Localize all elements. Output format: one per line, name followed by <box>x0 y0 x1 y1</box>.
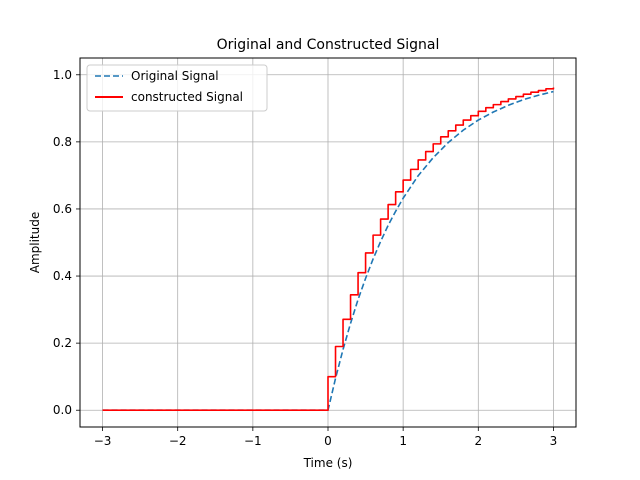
legend-text-original-signal: Original Signal <box>131 69 219 83</box>
y-tick-label: 0.2 <box>53 336 72 350</box>
x-tick-label: 1 <box>399 434 407 448</box>
chart-title: Original and Constructed Signal <box>217 37 440 53</box>
x-axis: −3 −2 −1 0 1 2 3 <box>94 427 558 448</box>
legend: Original Signal constructed Signal <box>86 64 268 112</box>
x-tick-label: 3 <box>550 434 558 448</box>
x-tick-label: 0 <box>324 434 332 448</box>
y-axis-label: Amplitude <box>28 212 42 274</box>
y-tick-label: 0.0 <box>53 403 72 417</box>
y-tick-label: 1.0 <box>53 68 72 82</box>
y-tick-label: 0.4 <box>53 269 72 283</box>
x-axis-label: Time (s) <box>303 456 353 470</box>
series-layer <box>102 87 555 412</box>
x-tick-label: −3 <box>94 434 112 448</box>
legend-text-constructed-signal: constructed Signal <box>131 90 243 104</box>
y-axis: 0.0 0.2 0.4 0.6 0.8 1.0 <box>53 68 80 417</box>
x-tick-label: −1 <box>244 434 262 448</box>
y-tick-label: 0.8 <box>53 135 72 149</box>
series-line-constructed-signal <box>102 87 555 412</box>
legend-box <box>86 64 268 112</box>
y-tick-label: 0.6 <box>53 202 72 216</box>
x-tick-label: −2 <box>169 434 187 448</box>
x-tick-label: 2 <box>474 434 482 448</box>
